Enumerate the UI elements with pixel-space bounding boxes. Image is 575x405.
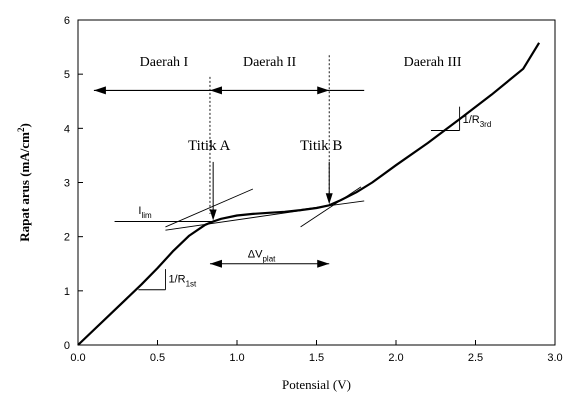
x-axis-label: Potensial (V) [282,377,351,392]
tangent-b-steep [301,187,361,227]
tangent-a-flat [165,211,300,231]
y-tick-label: 2 [64,232,70,244]
y-tick-label: 3 [64,178,70,190]
point-a-arrow-head [210,210,217,221]
r1st-label: 1/R1st [168,274,197,289]
region-3-label: Daerah III [404,55,462,70]
dvplat-label: ΔVplat [248,248,276,263]
x-tick-label: 0.5 [150,352,165,364]
y-axis-label: Rapat arus (mA/cm2) [16,123,32,242]
dvplat-arrowhead-left [210,260,222,268]
r3rd-label: 1/R3rd [463,114,492,129]
dvplat-arrowhead-right [317,260,329,268]
region-2-arrowhead-right [317,86,329,94]
point-b-label: Titik B [300,138,342,154]
tangent-lines [115,107,460,290]
x-tick-label: 1.0 [229,352,244,364]
x-tick-label: 0.0 [70,352,85,364]
x-tick-label: 3.0 [547,352,562,364]
region-2-arrowhead-left [210,86,222,94]
y-tick-label: 4 [64,123,70,135]
region-1-label: Daerah I [140,55,189,70]
y-tick-label: 6 [64,15,70,27]
x-tick-label: 2.0 [388,352,403,364]
series-line [78,43,539,345]
point-b-arrow-head [326,193,333,204]
y-tick-label: 0 [64,340,70,352]
region-markers [94,55,364,268]
x-tick-label: 2.5 [468,352,483,364]
point-a-label: Titik A [188,138,231,154]
y-tick-label: 5 [64,69,70,81]
region-2-label: Daerah II [243,55,297,70]
y-tick-label: 1 [64,286,70,298]
ilim-label: Ilim [138,205,152,220]
region-1-arrowhead [94,86,106,94]
x-tick-label: 1.5 [309,352,324,364]
data-curve [78,43,539,345]
